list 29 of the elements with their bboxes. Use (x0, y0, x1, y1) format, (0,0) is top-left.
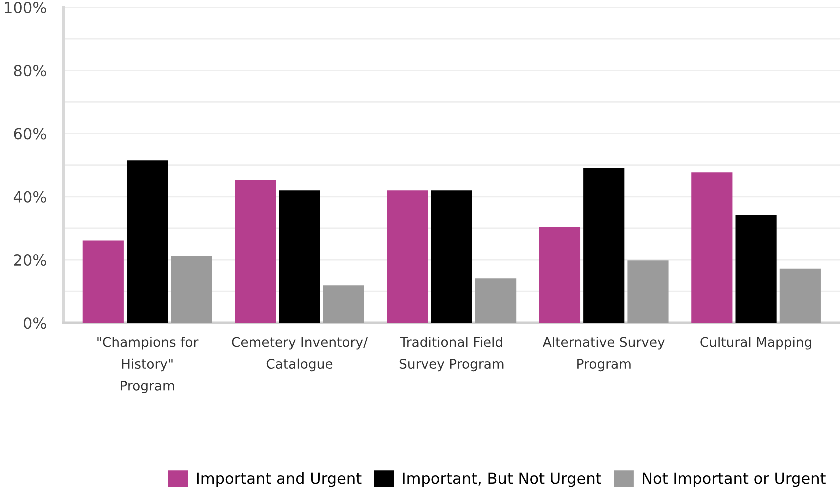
bar (323, 286, 364, 324)
bar (127, 160, 168, 324)
y-tick-label: 100% (5, 2, 46, 14)
bar (780, 268, 821, 324)
bar (476, 278, 517, 324)
bar (387, 190, 428, 324)
y-tick-label: 0% (24, 318, 46, 330)
bar (82, 240, 124, 324)
bar (628, 260, 669, 324)
y-tick-label: 40% (14, 191, 46, 203)
y-tick-label: 60% (14, 128, 46, 140)
bar (235, 180, 276, 324)
bar (431, 190, 472, 324)
bar (279, 190, 320, 324)
legend-label: Not Important or Urgent (643, 472, 826, 488)
legend-label: Important and Urgent (197, 472, 362, 488)
y-tick-label: 80% (14, 65, 46, 77)
x-tick-label: Traditional Field Survey Program (400, 337, 504, 372)
bar (692, 172, 733, 324)
x-tick-label: "Champions for History" Program (98, 337, 199, 394)
bar (584, 168, 625, 324)
bar (539, 228, 581, 324)
bar (736, 216, 777, 324)
legend-label: Important, But Not Urgent (403, 472, 602, 488)
x-tick-label: Cultural Mapping (700, 337, 812, 350)
bar (171, 256, 212, 324)
x-tick-label: Alternative Survey Program (542, 337, 665, 372)
x-tick-label: Cemetery Inventory/ Catalogue (232, 337, 368, 372)
y-tick-label: 20% (14, 254, 46, 266)
